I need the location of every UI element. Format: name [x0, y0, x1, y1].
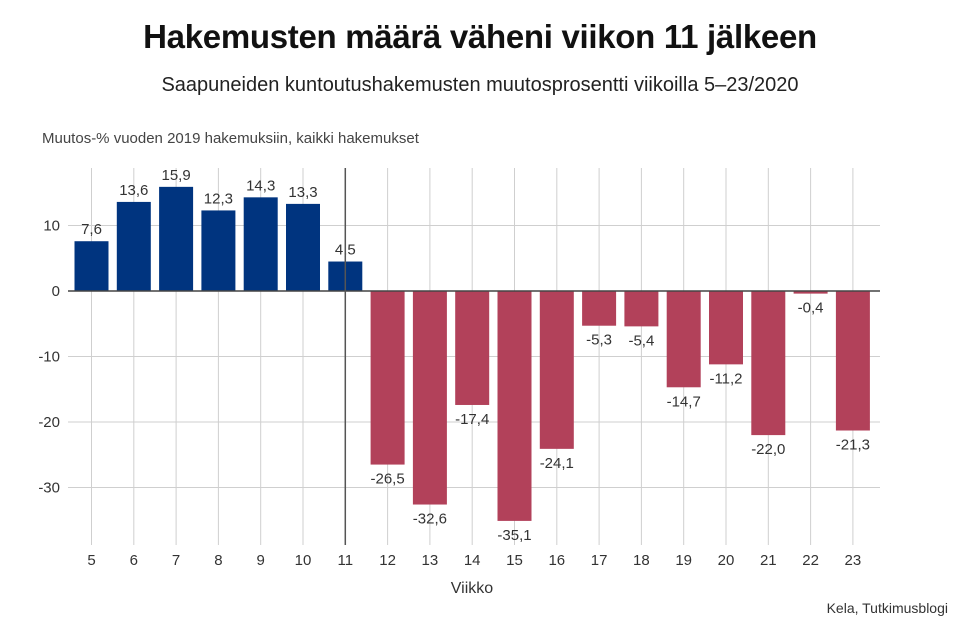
value-label: 12,3	[204, 190, 233, 207]
bar	[709, 291, 743, 365]
x-tick-label: 21	[760, 552, 777, 569]
x-tick-label: 14	[464, 552, 481, 569]
y-tick-label: 0	[52, 283, 60, 300]
x-tick-label: 19	[675, 552, 692, 569]
bar	[751, 291, 786, 436]
y-tick-label: -20	[38, 414, 60, 431]
x-tick-label: 17	[591, 552, 608, 569]
value-label: 7,6	[81, 221, 102, 238]
value-label: 14,3	[246, 177, 275, 194]
x-tick-label: 10	[295, 552, 312, 569]
value-label: -14,7	[667, 393, 701, 410]
value-label: -5,3	[586, 332, 612, 349]
chart-subtitle: Saapuneiden kuntoutushakemusten muutospr…	[161, 74, 799, 96]
value-label: -35,1	[497, 527, 531, 544]
y-axis-label: Muutos-% vuoden 2019 hakemuksiin, kaikki…	[42, 130, 419, 147]
value-label: -22,0	[751, 441, 785, 458]
bar	[497, 291, 532, 521]
bar	[455, 291, 490, 405]
value-label: -11,2	[709, 370, 742, 387]
x-tick-label: 9	[257, 552, 265, 569]
bar	[243, 197, 278, 291]
x-tick-label: 23	[845, 552, 862, 569]
value-label: 15,9	[161, 167, 190, 184]
source-note: Kela, Tutkimusblogi	[826, 600, 948, 616]
x-tick-label: 12	[379, 552, 396, 569]
bar	[624, 291, 659, 327]
value-label: -32,6	[413, 511, 447, 528]
x-tick-label: 8	[214, 552, 222, 569]
x-tick-label: 22	[802, 552, 819, 569]
x-tick-label: 15	[506, 552, 523, 569]
x-tick-label: 11	[338, 552, 354, 569]
bar	[116, 201, 151, 291]
y-tick-label: 10	[43, 218, 60, 235]
value-label: 13,6	[119, 182, 148, 199]
bar	[370, 291, 405, 465]
value-label: -21,3	[836, 437, 870, 454]
bar	[539, 291, 574, 449]
value-label: -0,4	[798, 300, 824, 317]
x-tick-label: 13	[422, 552, 439, 569]
bar	[159, 186, 194, 291]
x-tick-label: 18	[633, 552, 650, 569]
axes: 10 0 -10 -20 -30 5 6 7 8 9 10 11 12 13 14 15 16 17 18 19 20 2…	[38, 168, 880, 569]
bar	[201, 210, 236, 291]
bar	[835, 291, 870, 431]
bar	[582, 291, 617, 326]
y-tick-label: -10	[38, 349, 60, 366]
bar	[793, 291, 828, 294]
x-tick-label: 5	[87, 552, 95, 569]
bars	[74, 186, 870, 521]
chart-title: Hakemusten määrä väheni viikon 11 jälkee…	[143, 18, 817, 55]
x-tick-label: 6	[130, 552, 138, 569]
value-label: -24,1	[540, 455, 574, 472]
x-axis-label: Viikko	[451, 580, 493, 597]
value-label: -17,4	[455, 411, 489, 428]
x-tick-label: 7	[172, 552, 180, 569]
x-tick-label: 20	[718, 552, 735, 569]
bar	[666, 291, 701, 388]
bar	[286, 203, 320, 291]
bar	[412, 291, 447, 505]
value-labels: 7,613,615,912,314,3 13,34,5-26,5-32,6-17,…	[81, 167, 870, 544]
x-tick-label: 16	[548, 552, 565, 569]
y-tick-label: -30	[38, 480, 60, 497]
bar	[74, 241, 109, 291]
value-label: -5,4	[628, 332, 654, 349]
value-label: 13,3	[288, 184, 317, 201]
value-label: -26,5	[370, 471, 404, 488]
